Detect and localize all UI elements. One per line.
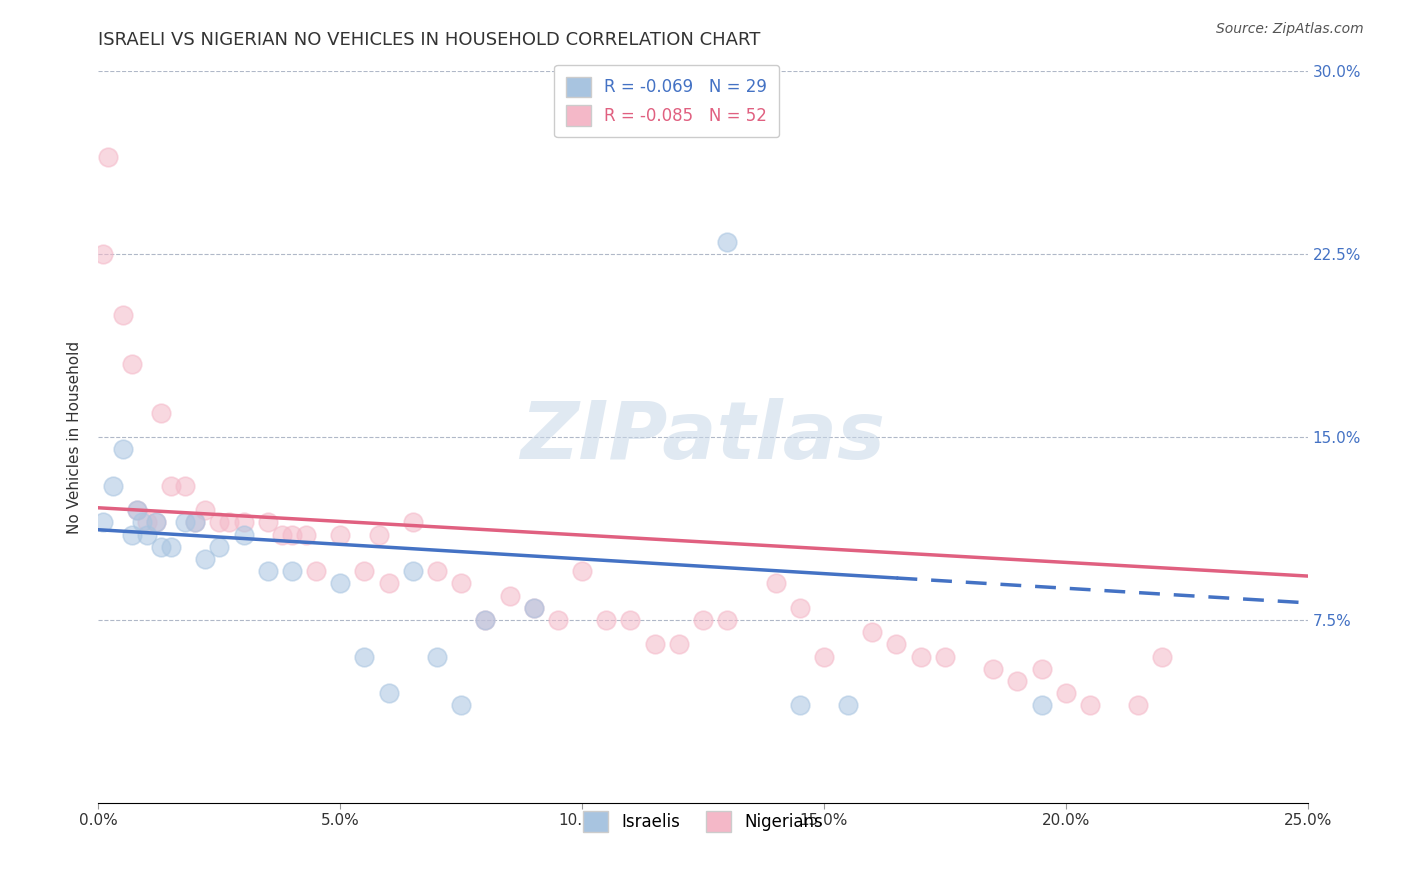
Point: [111, 308, 134, 322]
Point: [523, 600, 546, 615]
Point: [474, 613, 496, 627]
Point: [1031, 698, 1053, 713]
Point: [184, 516, 207, 530]
Point: [135, 527, 157, 541]
Point: [426, 564, 449, 578]
Point: [450, 576, 472, 591]
Point: [860, 625, 883, 640]
Point: [934, 649, 956, 664]
Point: [174, 516, 197, 530]
Point: [281, 527, 304, 541]
Point: [232, 527, 254, 541]
Point: [91, 516, 114, 530]
Point: [329, 576, 352, 591]
Point: [281, 564, 304, 578]
Point: [145, 516, 167, 530]
Point: [353, 649, 375, 664]
Point: [256, 564, 278, 578]
Point: [765, 576, 787, 591]
Point: [886, 637, 908, 651]
Point: [498, 589, 520, 603]
Point: [194, 552, 217, 566]
Point: [218, 516, 240, 530]
Text: Source: ZipAtlas.com: Source: ZipAtlas.com: [1216, 22, 1364, 37]
Point: [619, 613, 641, 627]
Point: [789, 698, 811, 713]
Point: [716, 235, 738, 249]
Point: [1078, 698, 1101, 713]
Point: [368, 527, 391, 541]
Point: [1152, 649, 1174, 664]
Point: [523, 600, 546, 615]
Point: [97, 150, 120, 164]
Point: [174, 479, 197, 493]
Point: [474, 613, 496, 627]
Point: [377, 686, 399, 700]
Point: [595, 613, 617, 627]
Point: [145, 516, 167, 530]
Point: [1031, 662, 1053, 676]
Point: [127, 503, 149, 517]
Point: [426, 649, 449, 664]
Point: [353, 564, 375, 578]
Point: [981, 662, 1004, 676]
Point: [295, 527, 318, 541]
Point: [377, 576, 399, 591]
Point: [668, 637, 690, 651]
Point: [329, 527, 352, 541]
Point: [1007, 673, 1029, 688]
Point: [402, 564, 425, 578]
Point: [910, 649, 932, 664]
Point: [716, 613, 738, 627]
Point: [547, 613, 569, 627]
Point: [150, 540, 173, 554]
Point: [1128, 698, 1150, 713]
Point: [402, 516, 425, 530]
Point: [150, 406, 173, 420]
Point: [256, 516, 278, 530]
Point: [232, 516, 254, 530]
Point: [194, 503, 217, 517]
Text: ISRAELI VS NIGERIAN NO VEHICLES IN HOUSEHOLD CORRELATION CHART: ISRAELI VS NIGERIAN NO VEHICLES IN HOUSE…: [98, 31, 761, 49]
Point: [160, 540, 183, 554]
Point: [91, 247, 114, 261]
Point: [208, 516, 231, 530]
Point: [813, 649, 835, 664]
Point: [121, 357, 143, 371]
Point: [111, 442, 134, 457]
Point: [101, 479, 124, 493]
Y-axis label: No Vehicles in Household: No Vehicles in Household: [67, 341, 83, 533]
Point: [644, 637, 666, 651]
Point: [692, 613, 714, 627]
Point: [127, 503, 149, 517]
Point: [121, 527, 143, 541]
Point: [135, 516, 157, 530]
Point: [160, 479, 183, 493]
Point: [271, 527, 294, 541]
Point: [184, 516, 207, 530]
Point: [305, 564, 328, 578]
Point: [1054, 686, 1077, 700]
Point: [571, 564, 593, 578]
Point: [131, 516, 153, 530]
Text: ZIPatlas: ZIPatlas: [520, 398, 886, 476]
Legend: Israelis, Nigerians: Israelis, Nigerians: [576, 805, 830, 838]
Point: [450, 698, 472, 713]
Point: [837, 698, 859, 713]
Point: [789, 600, 811, 615]
Point: [208, 540, 231, 554]
